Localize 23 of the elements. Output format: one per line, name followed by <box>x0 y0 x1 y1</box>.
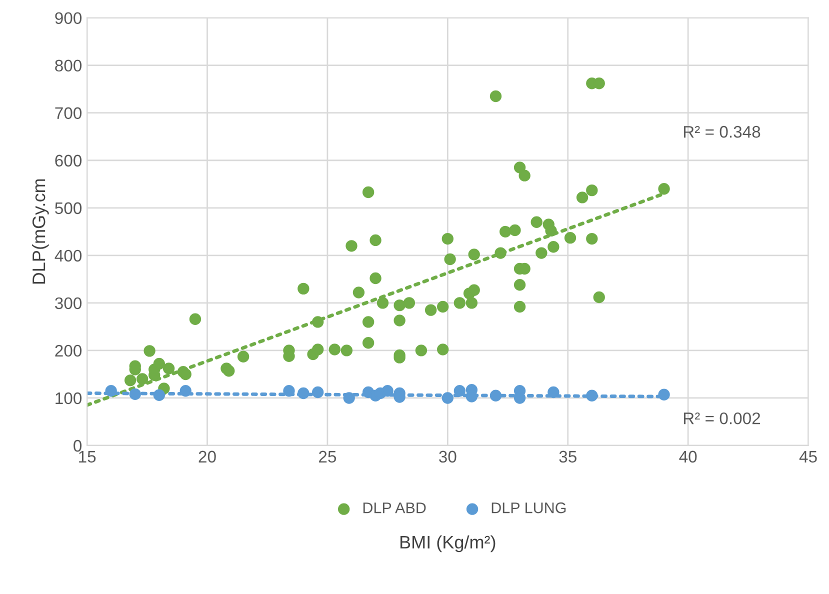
y-tick-label: 400 <box>54 250 82 262</box>
legend-label: DLP LUNG <box>492 502 566 514</box>
x-tick-label: 15 <box>79 450 96 463</box>
y-tick-label: 100 <box>56 392 82 404</box>
y-tick-label: 700 <box>55 107 82 120</box>
y-tick-label: 300 <box>55 297 82 310</box>
y-axis-title: DLP(mGy.cm <box>32 179 49 284</box>
x-tick-label: 35 <box>559 450 576 463</box>
y-tick-label: 900 <box>55 12 82 24</box>
annotation: R² = 0.348 <box>684 126 760 138</box>
y-tick-label: 0 <box>74 440 82 452</box>
x-tick-label: 25 <box>319 450 336 463</box>
x-tick-label: 40 <box>679 450 697 463</box>
y-tick-label: 600 <box>55 154 82 167</box>
y-tick-label: 500 <box>55 202 82 214</box>
y-tick-label: 200 <box>55 344 82 357</box>
y-tick-label: 800 <box>55 60 82 72</box>
legend-label: DLP ABD <box>363 502 426 514</box>
x-axis-title: BMI (Kg/m²) <box>400 535 496 552</box>
x-tick-label: 20 <box>198 450 216 463</box>
annotation: R² = 0.002 <box>684 412 760 424</box>
x-tick-label: 45 <box>799 450 817 463</box>
x-tick-label: 30 <box>439 450 456 463</box>
